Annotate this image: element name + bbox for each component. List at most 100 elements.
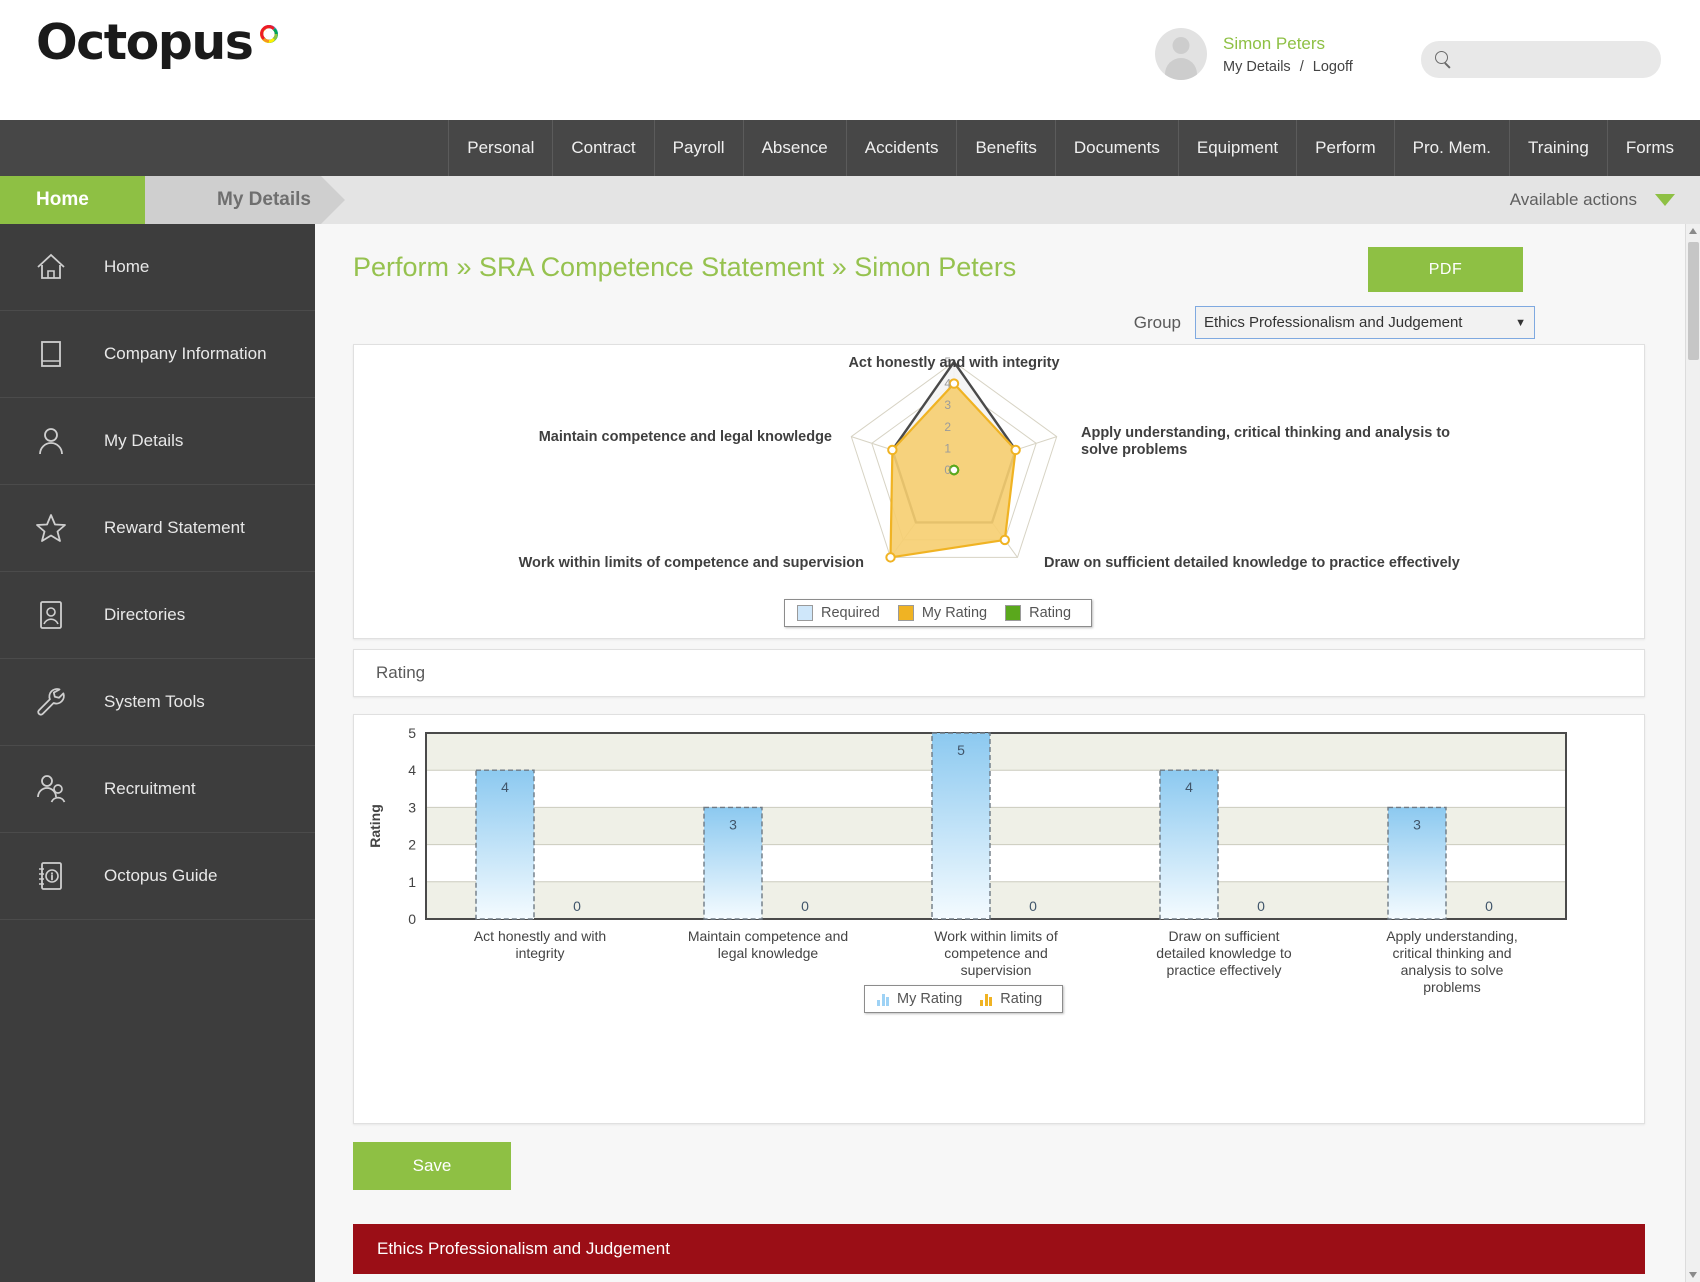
sidebar-item-label: Home [104,257,150,276]
available-actions-label: Available actions [1509,190,1637,209]
sidebar-item-label: Directories [104,605,186,624]
legend-label: Required [821,605,880,621]
sidebar: Home Company Information My Details Reward … [0,224,315,1282]
tab-my-details-label: My Details [217,189,311,210]
radar-axis-label: Apply understanding, critical thinking a… [1081,425,1450,458]
sidebar-item-my-details[interactable]: My Details [0,398,315,485]
topnav-item-payroll[interactable]: Payroll [655,120,744,176]
tab-home[interactable]: Home [0,176,169,224]
topnav-item-training[interactable]: Training [1510,120,1608,176]
sidebar-item-label: My Details [104,431,184,450]
legend-label: Rating [1029,605,1072,621]
legend-label: My Rating [921,605,988,621]
available-actions-button[interactable]: Available actions [1510,176,1675,224]
search-input[interactable] [1452,51,1661,68]
people-icon [28,766,74,812]
sidebar-item-directories[interactable]: Directories [0,572,315,659]
legend-item: My Rating [897,605,988,621]
bar-y-tick: 3 [408,799,416,815]
my-details-link[interactable]: My Details [1223,59,1291,76]
scrollbar-thumb[interactable] [1688,242,1699,360]
search-box[interactable] [1421,41,1661,78]
group-select-value: Ethics Professionalism and Judgement [1204,314,1463,331]
bar-value-label: 3 [729,816,737,832]
topnav-item-label: Documents [1073,138,1160,157]
rating-section-title: Rating [376,663,426,682]
sidebar-item-system-tools[interactable]: System Tools [0,659,315,746]
page-title: Perform » SRA Competence Statement » Sim… [353,252,1017,282]
logo[interactable]: Octopus [36,18,289,67]
topnav-item-label: Training [1528,138,1589,157]
topnav-item-perform[interactable]: Perform [1297,120,1395,176]
topnav-item-pro-mem[interactable]: Pro. Mem. [1395,120,1511,176]
pdf-button[interactable]: PDF [1368,247,1523,292]
avatar [1155,28,1207,80]
topnav-item-label: Contract [571,138,636,157]
info-book-icon [28,853,74,899]
bar-value-label: 0 [1485,898,1493,914]
wrench-icon [28,679,74,725]
topnav-item-contract[interactable]: Contract [553,120,655,176]
topnav-item-accidents[interactable]: Accidents [847,120,958,176]
logoff-link[interactable]: Logoff [1312,59,1353,76]
user-links: My Details / Logoff [1223,59,1353,75]
bar-chart: 0 1 2 3 4 5 Rating 4 0 Act honestly and with integ… [367,725,1567,995]
legend-swatch [1005,605,1022,621]
bar-category-label: Maintain competence and legal knowledge [688,928,848,961]
topnav-item-absence[interactable]: Absence [744,120,847,176]
legend-label: Rating [1000,991,1043,1007]
main-content: Perform » SRA Competence Statement » Sim… [315,224,1685,1282]
legend-label: My Rating [897,991,963,1007]
octopus-swirl-icon [249,14,289,54]
scroll-up-icon[interactable] [1686,224,1700,239]
sidebar-item-home[interactable]: Home [0,224,315,311]
group-label: Group [1133,312,1181,332]
book-icon [28,331,74,377]
bar-category-label: Work within limits of competence and super… [934,928,1058,978]
bar-value-label: 0 [801,898,809,914]
star-icon [28,505,74,551]
topnav-item-personal[interactable]: Personal [448,120,554,176]
svg-text:3: 3 [944,398,951,412]
topnav-item-documents[interactable]: Documents [1056,120,1179,176]
radar-axis-label: Work within limits of competence and sup… [519,555,864,571]
legend-swatch [897,605,914,621]
tab-home-label: Home [36,189,89,210]
contact-card-icon [28,592,74,638]
legend-item: My Rating [877,991,962,1007]
scroll-down-icon[interactable] [1686,1267,1700,1282]
bar-y-axis-title: Rating [367,804,383,848]
group-select[interactable]: Ethics Professionalism and Judgement ▼ [1195,306,1535,339]
svg-text:5: 5 [944,355,951,369]
bar-category-label: Draw on sufficient detailed knowledge to p… [1156,928,1292,978]
link-separator: / [1299,59,1304,76]
sidebar-item-company-information[interactable]: Company Information [0,311,315,398]
legend-item: Required [797,605,880,621]
topnav-item-equipment[interactable]: Equipment [1179,120,1298,176]
bar-value-label: 4 [501,779,509,795]
svg-text:0: 0 [944,463,951,477]
tab-my-details[interactable]: My Details [145,176,345,224]
topnav-item-label: Equipment [1196,138,1279,157]
radar-axis-label: Maintain competence and legal knowledge [539,429,832,445]
svg-text:4: 4 [944,377,951,391]
topnav-item-benefits[interactable]: Benefits [957,120,1056,176]
logo-text: Octopus [36,14,254,71]
svg-text:2: 2 [944,420,951,434]
bar-value-label: 4 [1185,779,1193,795]
sidebar-item-reward-statement[interactable]: Reward Statement [0,485,315,572]
section-banner-title: Ethics Professionalism and Judgement [377,1239,670,1258]
topnav-item-forms[interactable]: Forms [1608,120,1692,176]
bar-value-label: 5 [957,742,965,758]
bar-category-label: Apply understanding, critical thinking an… [1386,928,1518,995]
chevron-down-icon [1655,194,1675,206]
sidebar-item-octopus-guide[interactable]: Octopus Guide [0,833,315,920]
home-icon [28,244,74,290]
topnav-item-label: Forms [1625,138,1674,157]
search-icon [1435,51,1452,68]
save-button[interactable]: Save [353,1142,511,1190]
page-scrollbar[interactable] [1685,224,1700,1282]
sidebar-item-recruitment[interactable]: Recruitment [0,746,315,833]
bar-value-label: 0 [1257,898,1265,914]
